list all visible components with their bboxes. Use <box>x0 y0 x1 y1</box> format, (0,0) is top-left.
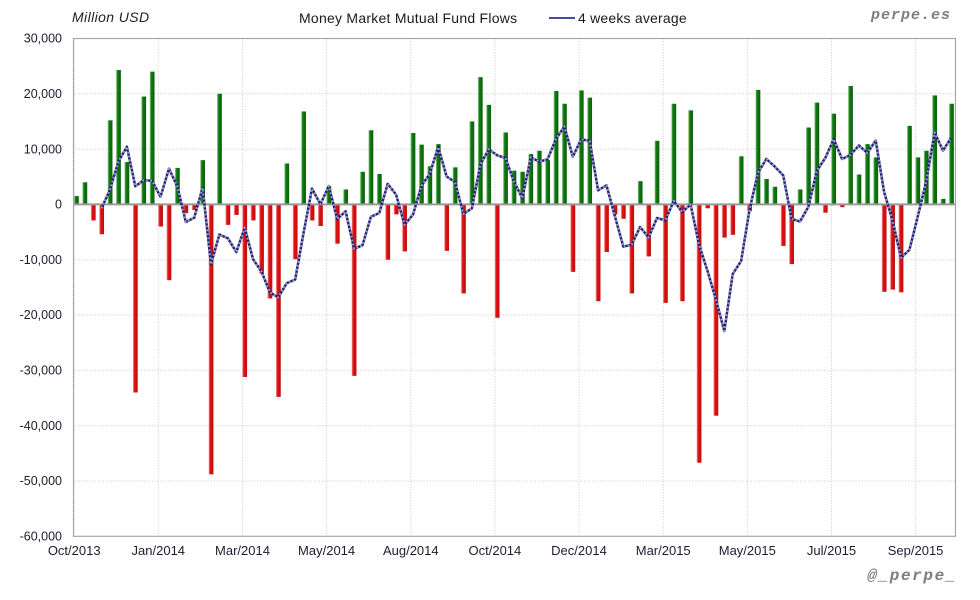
svg-text:-50,000: -50,000 <box>20 474 62 488</box>
svg-text:-10,000: -10,000 <box>20 253 62 267</box>
svg-text:-20,000: -20,000 <box>20 308 62 322</box>
svg-text:20,000: 20,000 <box>24 87 62 101</box>
svg-text:Mar/2015: Mar/2015 <box>636 543 691 558</box>
svg-text:Jan/2014: Jan/2014 <box>132 543 186 558</box>
svg-text:Sep/2015: Sep/2015 <box>888 543 944 558</box>
svg-text:Mar/2014: Mar/2014 <box>215 543 270 558</box>
svg-text:0: 0 <box>55 198 62 212</box>
svg-text:-60,000: -60,000 <box>20 530 62 544</box>
svg-text:Aug/2014: Aug/2014 <box>383 543 439 558</box>
svg-text:May/2014: May/2014 <box>298 543 355 558</box>
svg-text:Oct/2013: Oct/2013 <box>48 543 101 558</box>
svg-text:May/2015: May/2015 <box>719 543 776 558</box>
svg-text:Jul/2015: Jul/2015 <box>807 543 856 558</box>
svg-text:10,000: 10,000 <box>24 142 62 156</box>
svg-text:30,000: 30,000 <box>24 32 62 46</box>
svg-text:Oct/2014: Oct/2014 <box>469 543 522 558</box>
svg-text:-30,000: -30,000 <box>20 364 62 378</box>
svg-text:-40,000: -40,000 <box>20 419 62 433</box>
svg-text:Dec/2014: Dec/2014 <box>551 543 607 558</box>
